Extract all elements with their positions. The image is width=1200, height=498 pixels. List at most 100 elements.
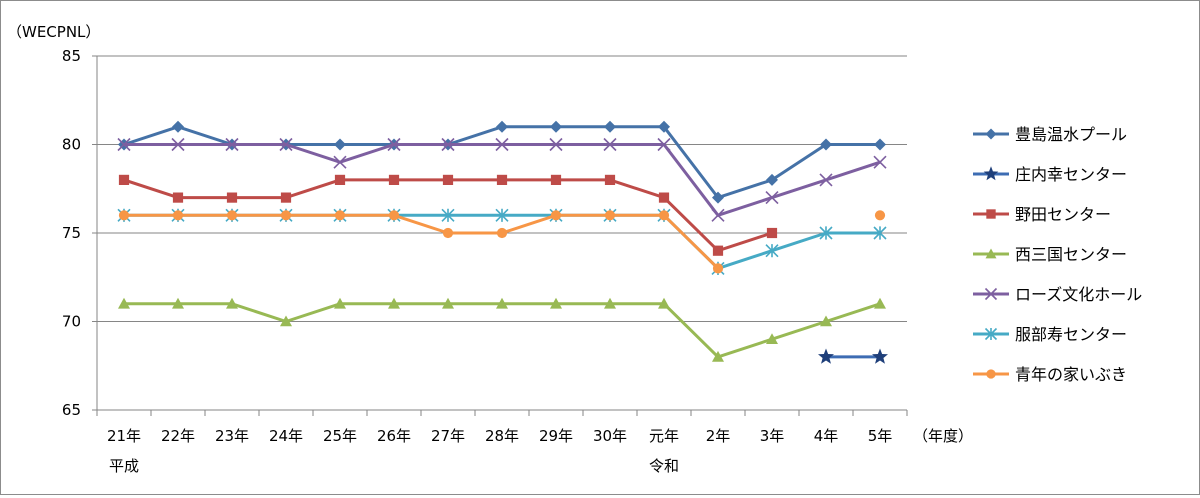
legend-marker — [986, 369, 996, 379]
data-point — [819, 226, 833, 240]
data-point — [172, 120, 184, 133]
legend-marker — [986, 209, 996, 219]
data-point — [279, 137, 293, 152]
legend-entry: ローズ文化ホール — [973, 285, 1142, 304]
y-tick-label: 85 — [62, 47, 81, 65]
data-point — [766, 227, 778, 239]
series-6 — [118, 210, 886, 274]
data-point — [873, 155, 887, 169]
legend-entry: 豊島温水プール — [973, 125, 1127, 144]
data-point — [657, 137, 671, 152]
data-point — [333, 155, 347, 169]
legend-entry: 野田センター — [973, 205, 1111, 224]
legend-marker — [984, 327, 998, 341]
data-point — [658, 120, 670, 133]
series-line — [123, 125, 880, 200]
x-tick-label: 25年 — [323, 427, 357, 445]
data-point — [604, 120, 616, 133]
data-point — [225, 137, 239, 152]
data-point — [550, 174, 562, 185]
x-tick-label: 22年 — [161, 427, 195, 445]
data-point — [550, 297, 562, 309]
data-point — [550, 120, 562, 133]
axes: （WECPNL） （年度） — [7, 23, 973, 445]
x-tick-label: 元年 — [649, 427, 679, 445]
data-point — [658, 192, 670, 203]
legend-marker — [984, 287, 998, 301]
data-point — [388, 297, 400, 309]
data-point — [334, 297, 346, 309]
data-point — [818, 348, 834, 364]
data-point — [820, 315, 832, 327]
legend-marker — [983, 166, 999, 181]
data-point — [388, 210, 400, 221]
data-point — [118, 174, 130, 185]
data-point — [604, 210, 616, 221]
data-point — [172, 297, 184, 309]
data-point — [387, 137, 401, 152]
data-point — [711, 208, 725, 222]
data-point — [441, 137, 455, 152]
series-line — [124, 215, 880, 268]
legend-entry: 西三国センター — [973, 245, 1127, 264]
series-line — [124, 213, 880, 270]
data-point — [334, 210, 346, 221]
data-point — [442, 297, 454, 309]
y-tick-label: 75 — [62, 224, 81, 242]
series-0 — [118, 120, 886, 204]
y-tick-label: 65 — [62, 401, 81, 419]
data-point — [442, 174, 454, 185]
legend-label: 西三国センター — [1015, 245, 1127, 264]
x-tick-label: 21年 — [107, 427, 141, 445]
data-point — [873, 226, 887, 240]
data-point — [280, 315, 292, 327]
data-point — [334, 174, 346, 185]
x-tick-label: 28年 — [485, 427, 519, 445]
legend: 豊島温水プール庄内幸センター野田センター西三国センターローズ文化ホール服部寿セン… — [973, 125, 1142, 384]
data-point — [496, 227, 508, 239]
data-point — [712, 191, 724, 204]
legend-label: 庄内幸センター — [1015, 165, 1127, 184]
data-point — [118, 297, 130, 309]
data-point — [820, 138, 832, 151]
legend-entry: 服部寿センター — [973, 325, 1127, 344]
data-point — [280, 210, 292, 221]
data-point — [819, 173, 833, 187]
data-point — [712, 350, 724, 362]
data-point — [388, 174, 400, 185]
x-tick-label: 27年 — [431, 427, 465, 445]
data-point — [495, 208, 509, 222]
data-point — [226, 210, 238, 221]
data-point — [874, 210, 886, 221]
y-tick-label: 80 — [62, 136, 81, 154]
data-point — [496, 120, 508, 133]
series-4 — [117, 137, 887, 222]
data-point — [658, 210, 670, 221]
x-tick-label: 24年 — [269, 427, 303, 445]
series-1 — [818, 348, 888, 364]
x-tick-label: 4年 — [814, 427, 839, 445]
data-point — [334, 138, 346, 151]
x-tick-label: 2年 — [706, 427, 731, 445]
y-tick-label: 70 — [62, 313, 81, 331]
legend-label: 服部寿センター — [1015, 325, 1127, 344]
legend-label: 野田センター — [1015, 205, 1111, 224]
data-point — [496, 297, 508, 309]
data-point — [712, 245, 724, 256]
data-point — [226, 192, 238, 203]
legend-entry: 青年の家いぶき — [973, 365, 1127, 384]
data-point — [872, 348, 888, 364]
gridlines — [97, 55, 907, 322]
data-point — [172, 210, 184, 221]
legend-label: ローズ文化ホール — [1015, 285, 1142, 304]
data-point — [712, 263, 724, 274]
data-point — [550, 210, 562, 221]
series-line — [124, 302, 881, 359]
data-point — [766, 173, 778, 186]
data-point — [442, 227, 454, 239]
data-point — [658, 297, 670, 309]
data-point — [765, 244, 779, 258]
data-point — [874, 297, 886, 309]
era-label: 令和 — [649, 457, 679, 475]
